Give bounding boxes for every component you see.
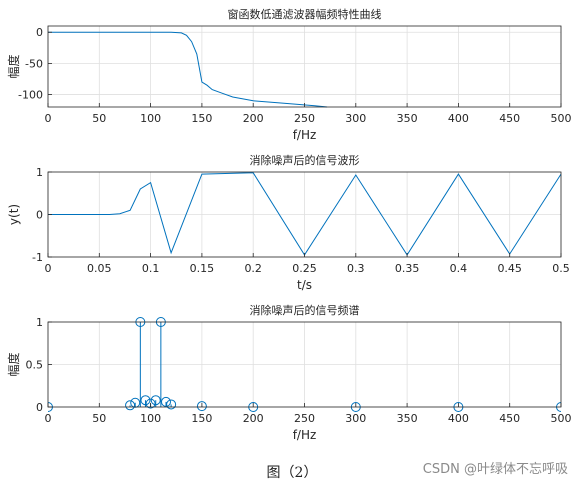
x-tick-label: 0 <box>45 112 52 125</box>
x-axis-label: t/s <box>297 278 312 292</box>
stem-marker <box>150 395 161 406</box>
stem-marker <box>125 400 136 411</box>
y-tick-label: -100 <box>18 89 43 102</box>
x-axis-label: f/Hz <box>293 128 317 142</box>
x-tick-label: 0.3 <box>347 262 365 275</box>
x-tick-label: 350 <box>397 112 418 125</box>
y-tick-label: 1 <box>36 316 43 329</box>
chart-c2: 0 0.05 0.1 0.15 0.2 0.25 0.3 0.35 0.4 0.45 0.5-101… <box>7 153 570 292</box>
stem-marker <box>145 398 156 409</box>
x-tick-label: 250 <box>294 412 315 425</box>
x-tick-label: 0.05 <box>87 262 112 275</box>
x-tick-label: 400 <box>448 112 469 125</box>
watermark: CSDN @叶绿体不忘呼吸 <box>422 462 568 477</box>
stem-marker <box>140 395 151 406</box>
stem-marker <box>196 401 207 412</box>
x-tick-label: 400 <box>448 412 469 425</box>
x-tick-label: 150 <box>191 412 212 425</box>
chart-title: 消除噪声后的信号波形 <box>250 153 360 167</box>
x-tick-label: 0.35 <box>395 262 420 275</box>
x-tick-label: 0.2 <box>244 262 262 275</box>
stem-marker <box>160 396 171 407</box>
y-tick-label: -1 <box>32 251 43 264</box>
x-tick-label: 500 <box>551 412 572 425</box>
y-tick-label: 1 <box>36 166 43 179</box>
x-tick-label: 0.4 <box>450 262 468 275</box>
series-line <box>48 31 328 108</box>
x-tick-label: 150 <box>191 112 212 125</box>
x-tick-label: 0 <box>45 262 52 275</box>
x-tick-label: 0.5 <box>552 262 570 275</box>
y-tick-label: 0 <box>36 401 43 414</box>
y-tick-label: 0.5 <box>26 359 44 372</box>
x-tick-label: 50 <box>92 412 106 425</box>
chart-title: 窗函数低通滤波器幅频特性曲线 <box>228 7 382 21</box>
chart-c3: 0 50 100 150 200 250 300 350 400 450 500 0 0.5 1 消除噪声后… <box>6 303 572 442</box>
chart-c1: 0 50 100 150 200 250 300 350 400 450 500 -100 -50 0 窗函… <box>6 7 572 142</box>
x-tick-label: 50 <box>92 112 106 125</box>
y-axis-label: 幅度 <box>6 54 21 78</box>
x-tick-label: 0.15 <box>190 262 215 275</box>
x-tick-label: 100 <box>140 412 161 425</box>
series-line <box>48 172 561 256</box>
y-tick-label: -50 <box>25 57 43 70</box>
y-axis-label: y(t) <box>7 204 21 225</box>
x-tick-label: 250 <box>294 112 315 125</box>
x-tick-label: 200 <box>243 112 264 125</box>
chart-title: 消除噪声后的信号频谱 <box>250 303 360 317</box>
x-tick-label: 0.45 <box>497 262 522 275</box>
x-tick-label: 300 <box>345 412 366 425</box>
x-tick-label: 0 <box>45 412 52 425</box>
y-tick-label: 0 <box>36 209 43 222</box>
data-layer <box>48 31 328 108</box>
x-tick-label: 500 <box>551 112 572 125</box>
y-tick-label: 0 <box>36 26 43 39</box>
x-tick-label: 450 <box>499 112 520 125</box>
x-tick-label: 200 <box>243 412 264 425</box>
stem-marker <box>166 399 177 410</box>
x-tick-label: 450 <box>499 412 520 425</box>
x-tick-label: 300 <box>345 112 366 125</box>
x-tick-label: 0.25 <box>292 262 317 275</box>
y-axis-label: 幅度 <box>6 352 21 376</box>
figure-caption: 图（2） <box>266 465 318 481</box>
x-axis-label: f/Hz <box>293 428 317 442</box>
x-tick-label: 0.1 <box>142 262 160 275</box>
x-tick-label: 100 <box>140 112 161 125</box>
x-tick-label: 350 <box>397 412 418 425</box>
